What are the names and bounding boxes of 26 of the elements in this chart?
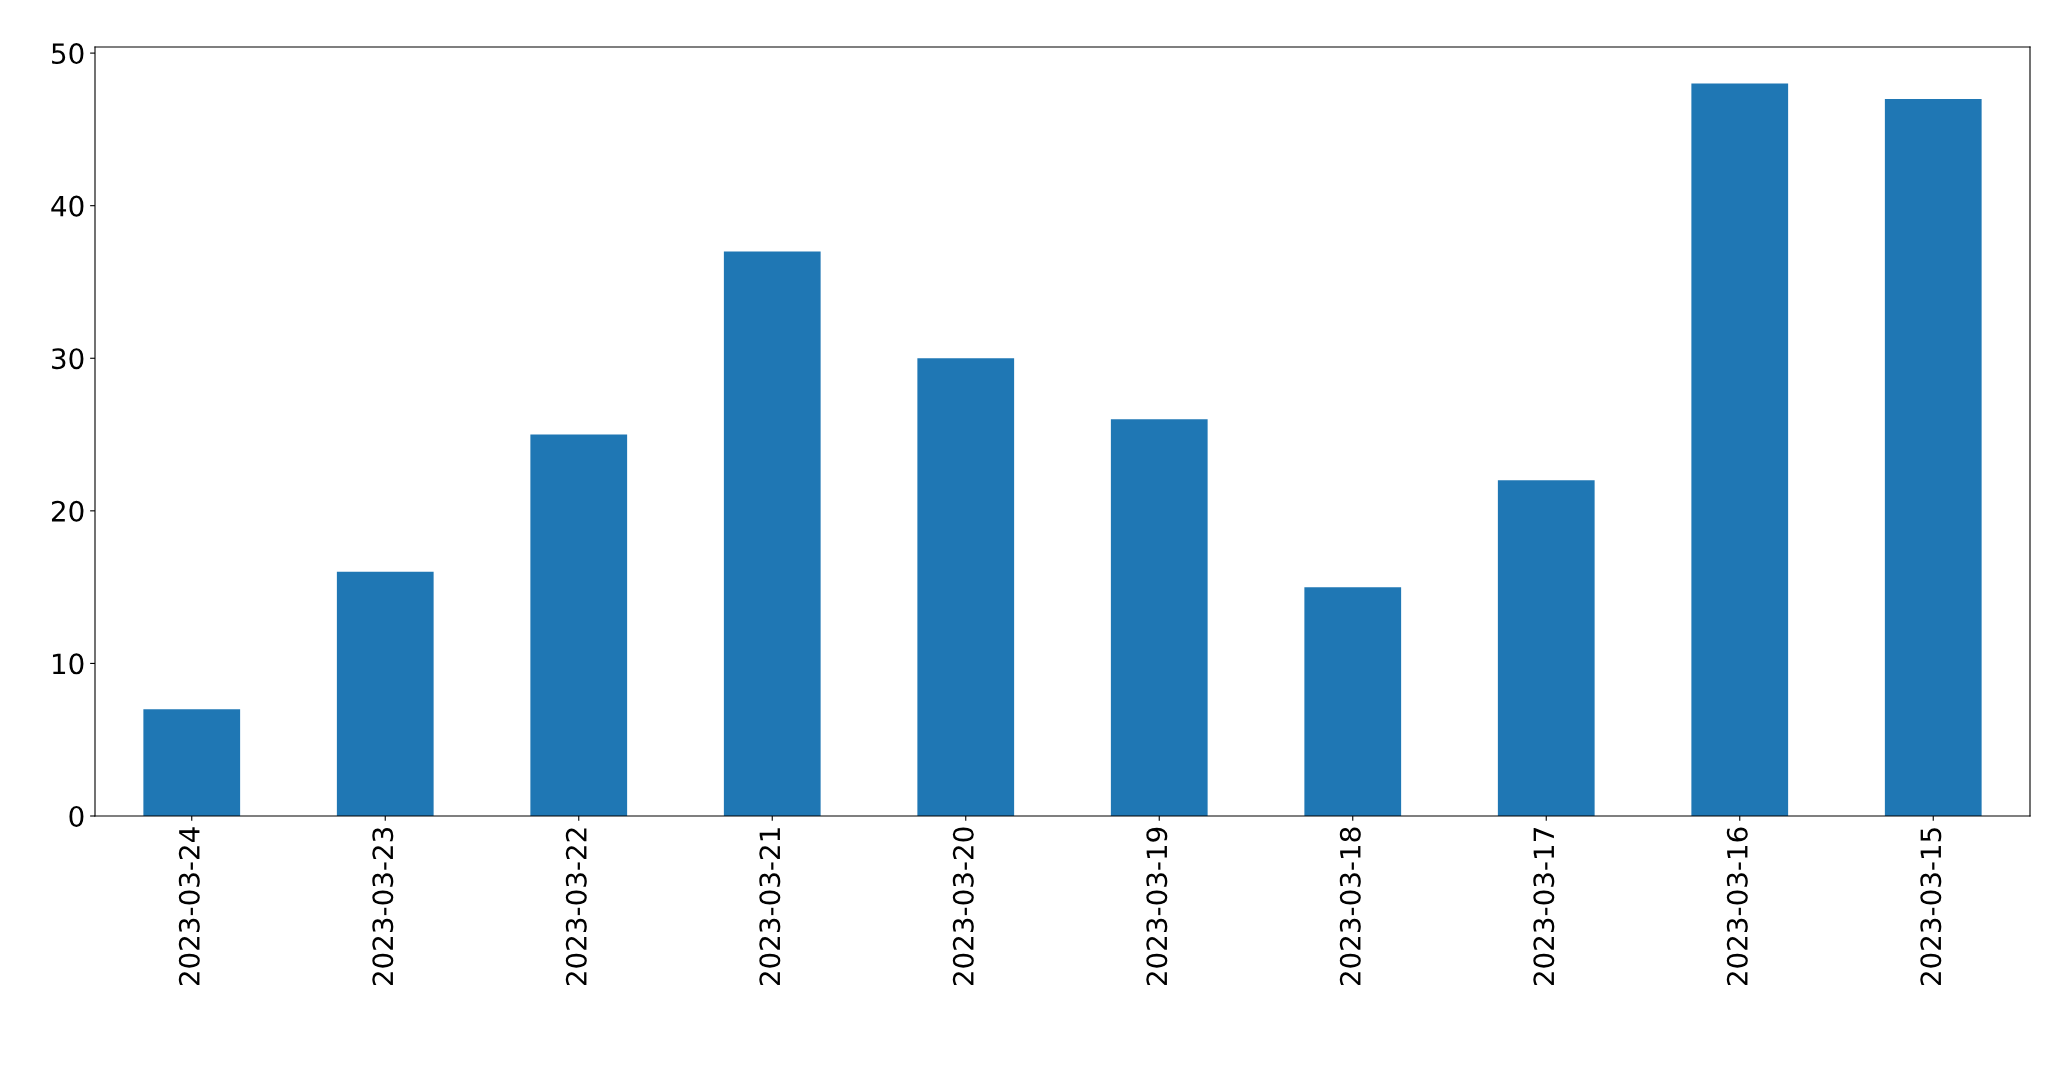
bar <box>143 709 241 816</box>
x-tick-label: 2023-03-16 <box>1726 827 1748 986</box>
bar <box>917 358 1015 816</box>
x-tick-label: 2023-03-20 <box>952 827 974 986</box>
bar <box>336 571 434 816</box>
y-tick-label: 20 <box>51 500 84 522</box>
bar <box>1110 419 1208 816</box>
x-tick-label: 2023-03-24 <box>178 827 200 986</box>
x-tick-label: 2023-03-18 <box>1339 827 1361 986</box>
x-tick-label: 2023-03-19 <box>1146 827 1168 986</box>
bar <box>723 251 821 816</box>
bar <box>1497 480 1595 816</box>
bar <box>1304 587 1402 816</box>
y-tick-label: 0 <box>69 805 84 827</box>
bar <box>1691 83 1789 816</box>
bar <box>530 434 628 816</box>
y-tick-label: 30 <box>52 348 84 370</box>
x-tick-label: 2023-03-21 <box>759 828 781 986</box>
x-tick-label: 2023-03-15 <box>1920 828 1942 986</box>
x-tick-label: 2023-03-23 <box>372 827 394 986</box>
x-tick-label: 2023-03-17 <box>1533 828 1555 986</box>
y-tick-label: 10 <box>52 653 84 675</box>
x-tick-label: 2023-03-22 <box>565 828 587 986</box>
y-tick-label: 40 <box>51 195 84 217</box>
bar <box>1884 98 1982 816</box>
y-tick-label: 50 <box>52 43 84 65</box>
